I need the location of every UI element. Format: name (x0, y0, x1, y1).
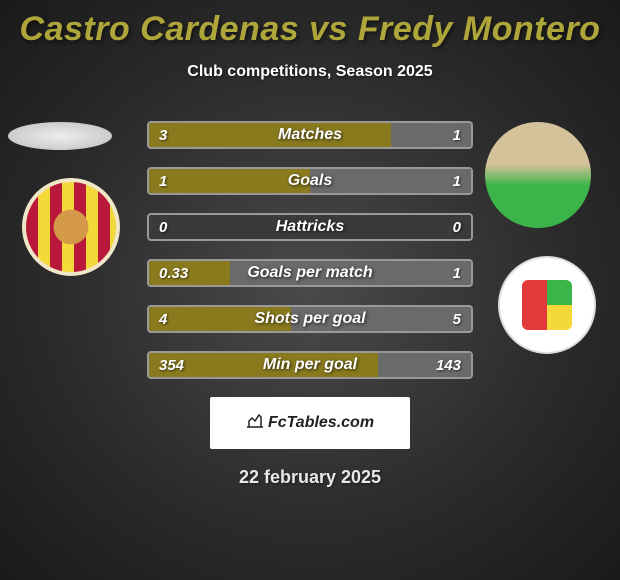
comparison-subtitle: Club competitions, Season 2025 (0, 63, 620, 81)
stat-label: Goals per match (149, 264, 471, 282)
stat-row: 0.33 Goals per match 1 (147, 259, 473, 287)
player-left-avatar (8, 122, 112, 150)
comparison-date: 22 february 2025 (0, 467, 620, 488)
stat-row: 1 Goals 1 (147, 167, 473, 195)
stat-label: Hattricks (149, 218, 471, 236)
stat-value-right: 1 (453, 265, 461, 282)
stat-row: 4 Shots per goal 5 (147, 305, 473, 333)
stat-value-right: 1 (453, 127, 461, 144)
stat-value-right: 1 (453, 173, 461, 190)
stat-label: Goals (149, 172, 471, 190)
stat-label: Min per goal (149, 356, 471, 374)
chart-icon (246, 414, 264, 433)
stat-row: 0 Hattricks 0 (147, 213, 473, 241)
stat-row: 3 Matches 1 (147, 121, 473, 149)
branding-badge: FcTables.com (210, 397, 410, 449)
stat-label: Shots per goal (149, 310, 471, 328)
stat-value-right: 143 (436, 357, 461, 374)
team-right-logo (498, 256, 596, 354)
team-left-logo (22, 178, 120, 276)
stat-row: 354 Min per goal 143 (147, 351, 473, 379)
stat-value-right: 0 (453, 219, 461, 236)
stat-value-right: 5 (453, 311, 461, 328)
branding-text: FcTables.com (268, 414, 374, 432)
comparison-title: Castro Cardenas vs Fredy Montero (0, 0, 620, 49)
stat-label: Matches (149, 126, 471, 144)
player-right-avatar (485, 122, 591, 228)
